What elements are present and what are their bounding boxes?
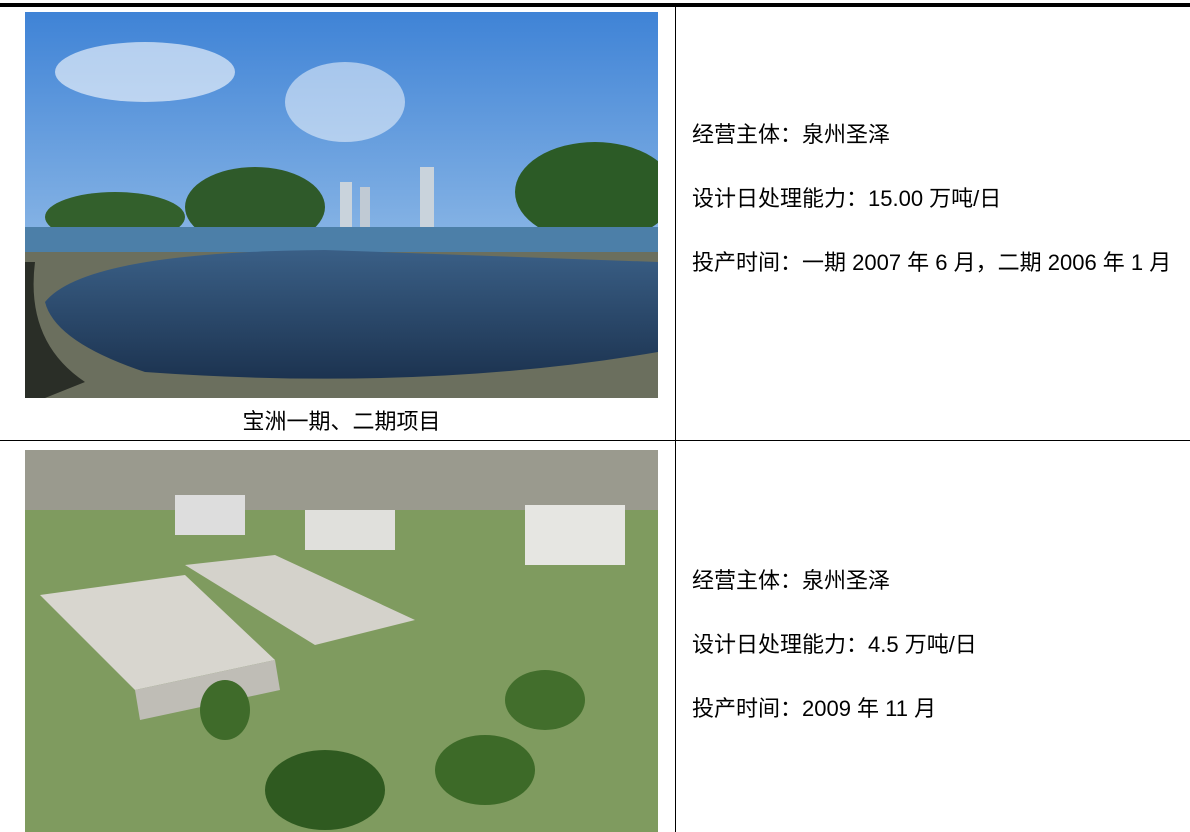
- row-2-info: 经营主体：泉州圣泽 设计日处理能力：4.5 万吨/日 投产时间：2009 年 1…: [692, 549, 1184, 741]
- row-1-info: 经营主体：泉州圣泽 设计日处理能力：15.00 万吨/日 投产时间：一期 200…: [692, 103, 1184, 295]
- info-line: 经营主体：泉州圣泽: [692, 122, 891, 147]
- row-divider: [0, 440, 1190, 441]
- top-rule: [0, 3, 1190, 7]
- info-line: 设计日处理能力：4.5 万吨/日: [692, 632, 977, 657]
- photo-plant-2: [25, 450, 658, 832]
- photo-plant-1: [25, 12, 658, 398]
- info-line: 投产时间：一期 2007 年 6 月，二期 2006 年 1 月: [692, 250, 1172, 275]
- info-line: 设计日处理能力：15.00 万吨/日: [692, 186, 1002, 211]
- info-line: 经营主体：泉州圣泽: [692, 568, 891, 593]
- column-divider: [675, 5, 676, 832]
- photo-caption: 宝洲一期、二期项目: [242, 409, 441, 434]
- info-line: 投产时间：2009 年 11 月: [692, 696, 937, 721]
